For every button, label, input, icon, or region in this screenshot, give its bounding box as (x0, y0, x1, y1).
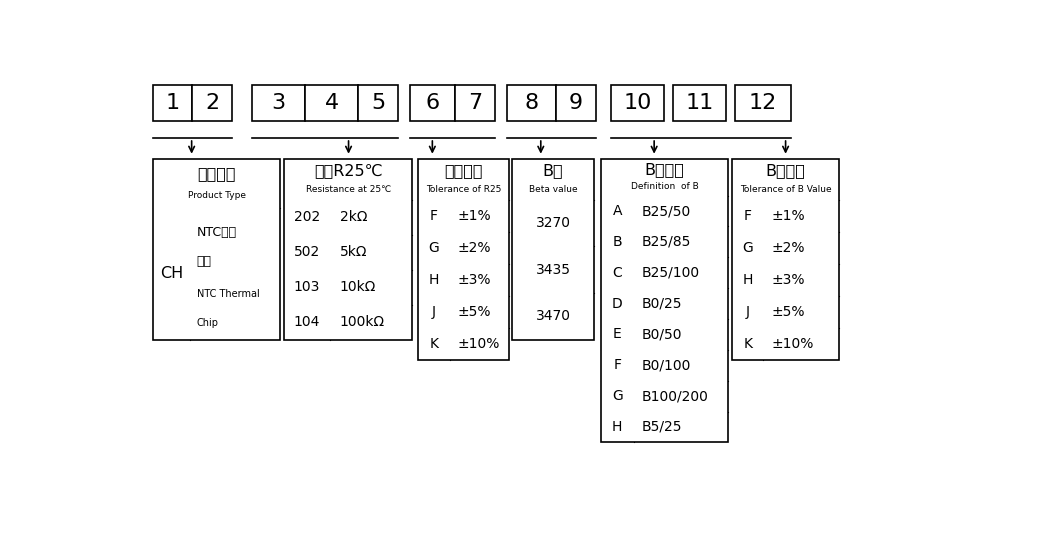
Text: 12: 12 (748, 93, 777, 113)
Text: ±2%: ±2% (772, 241, 806, 255)
Text: ±3%: ±3% (772, 273, 806, 287)
Text: 产品型号: 产品型号 (197, 166, 236, 181)
Text: A: A (613, 204, 622, 218)
Text: G: G (612, 389, 622, 403)
Text: 3470: 3470 (535, 309, 570, 323)
Text: 100kΩ: 100kΩ (339, 315, 385, 329)
Text: H: H (429, 273, 439, 287)
Bar (507, 84, 556, 121)
Bar (305, 84, 358, 121)
Text: 11: 11 (686, 93, 713, 113)
Text: 10: 10 (623, 93, 652, 113)
Text: 104: 104 (294, 315, 320, 329)
Text: B值精度: B值精度 (765, 163, 806, 178)
Text: 阻值R25℃: 阻值R25℃ (314, 163, 383, 178)
Text: 3270: 3270 (535, 216, 570, 230)
Text: Tolerance of B Value: Tolerance of B Value (740, 185, 831, 194)
Text: F: F (613, 358, 621, 372)
Text: Tolerance of R25: Tolerance of R25 (426, 185, 501, 194)
Text: B0/50: B0/50 (641, 327, 683, 341)
Text: 103: 103 (294, 280, 320, 294)
Text: B值说明: B值说明 (644, 162, 685, 177)
Text: Resistance at 25℃: Resistance at 25℃ (305, 185, 391, 194)
Bar (284, 159, 411, 340)
Bar (153, 159, 280, 340)
Text: 6: 6 (426, 93, 440, 113)
Text: G: G (742, 241, 754, 255)
Text: K: K (743, 337, 753, 351)
Text: 2kΩ: 2kΩ (339, 210, 367, 224)
Text: G: G (428, 241, 439, 255)
Bar (251, 84, 305, 121)
Text: J: J (432, 305, 436, 319)
Text: 5: 5 (371, 93, 385, 113)
Text: 4: 4 (324, 93, 339, 113)
Text: 阻值精度: 阻值精度 (444, 163, 482, 178)
Text: F: F (430, 209, 438, 223)
Text: ±5%: ±5% (458, 305, 492, 319)
Bar (153, 84, 193, 121)
Text: 202: 202 (294, 210, 320, 224)
Bar (611, 84, 664, 121)
Text: 8: 8 (525, 93, 538, 113)
Text: B: B (613, 235, 622, 249)
Text: ±10%: ±10% (772, 337, 814, 351)
Text: B0/100: B0/100 (641, 358, 691, 372)
Text: Beta value: Beta value (529, 185, 578, 194)
Text: ±10%: ±10% (458, 337, 500, 351)
Text: 9: 9 (569, 93, 583, 113)
Bar (512, 159, 595, 340)
Text: B100/200: B100/200 (641, 389, 709, 403)
Bar (673, 84, 726, 121)
Text: B值: B值 (543, 163, 564, 178)
Text: C: C (613, 266, 622, 280)
Text: 502: 502 (294, 245, 320, 259)
Text: 10kΩ: 10kΩ (339, 280, 376, 294)
Text: 2: 2 (206, 93, 219, 113)
Text: D: D (612, 296, 622, 311)
Text: J: J (746, 305, 749, 319)
Text: ±1%: ±1% (772, 209, 806, 223)
Text: Chip: Chip (196, 318, 218, 328)
Text: NTC Thermal: NTC Thermal (196, 289, 260, 300)
Text: 芯片: 芯片 (196, 255, 212, 268)
Text: B25/50: B25/50 (641, 204, 691, 218)
Text: CH: CH (160, 266, 183, 281)
Text: ±1%: ±1% (458, 209, 492, 223)
Text: 3: 3 (271, 93, 285, 113)
Text: ±5%: ±5% (772, 305, 806, 319)
Bar (735, 84, 791, 121)
Bar (193, 84, 232, 121)
Bar (358, 84, 398, 121)
Bar (456, 84, 495, 121)
Text: F: F (744, 209, 752, 223)
Bar (419, 159, 509, 360)
Text: B0/25: B0/25 (641, 296, 683, 311)
Text: H: H (743, 273, 753, 287)
Bar (601, 159, 728, 442)
Text: 5kΩ: 5kΩ (339, 245, 367, 259)
Text: Product Type: Product Type (188, 191, 246, 200)
Bar (410, 84, 456, 121)
Text: E: E (613, 327, 621, 341)
Text: NTC热敏: NTC热敏 (196, 226, 236, 239)
Text: ±3%: ±3% (458, 273, 492, 287)
Text: B5/25: B5/25 (641, 420, 683, 434)
Text: Definition  of B: Definition of B (631, 182, 699, 191)
Bar (556, 84, 596, 121)
Text: B25/100: B25/100 (641, 266, 700, 280)
Text: 1: 1 (165, 93, 180, 113)
Text: 3435: 3435 (535, 263, 570, 277)
Text: ±2%: ±2% (458, 241, 492, 255)
Text: H: H (612, 420, 622, 434)
Bar (732, 159, 838, 360)
Text: 7: 7 (469, 93, 482, 113)
Text: K: K (429, 337, 439, 351)
Text: B25/85: B25/85 (641, 235, 691, 249)
